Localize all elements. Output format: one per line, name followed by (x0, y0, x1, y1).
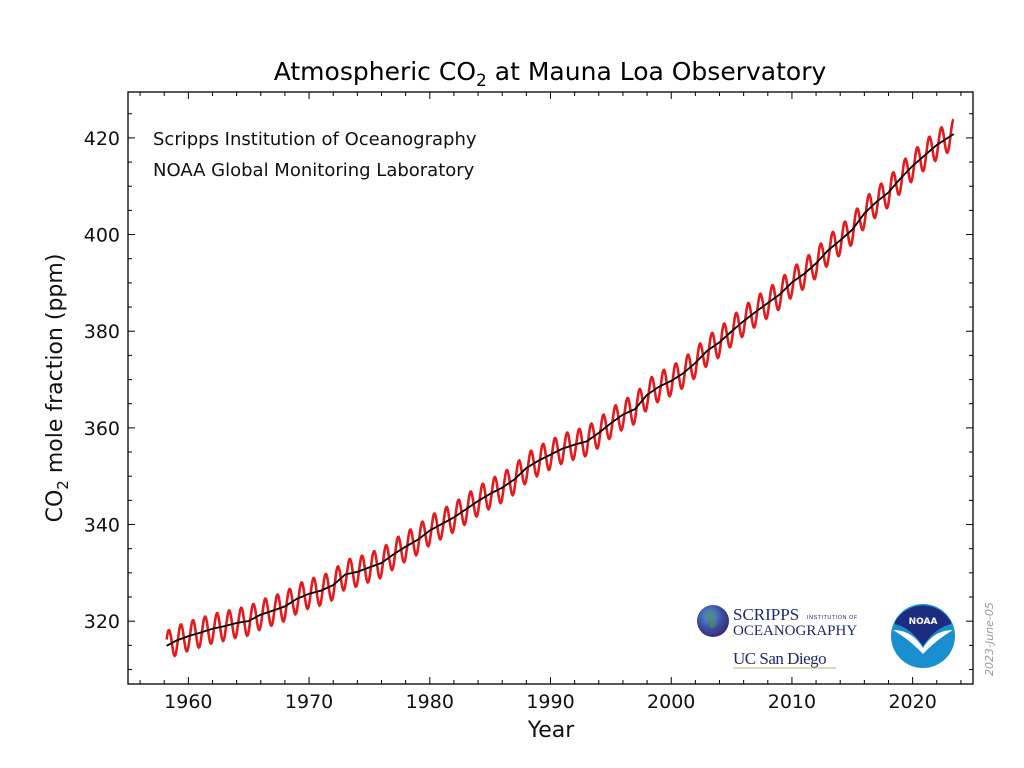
svg-text:NOAA: NOAA (909, 617, 938, 627)
annotation-scripps: Scripps Institution of Oceanography (153, 129, 477, 150)
scripps-logo: SCRIPPS INSTITUTION OF OCEANOGRAPHY UC S… (697, 605, 858, 669)
chart-title: Atmospheric CO2 at Mauna Loa Observatory (274, 57, 827, 91)
y-tick-label: 380 (84, 321, 120, 343)
y-tick-label: 360 (84, 418, 120, 440)
trend-co2-line (166, 133, 955, 647)
x-tick-labels: 1960 1970 1980 1990 2000 2010 2020 (164, 691, 937, 713)
svg-text:OCEANOGRAPHY: OCEANOGRAPHY (733, 623, 857, 639)
y-tick-label: 400 (84, 225, 120, 247)
x-tick-label: 2000 (647, 691, 695, 713)
x-tick-label: 2010 (768, 691, 816, 713)
y-axis-label: CO2 mole fraction (ppm) (43, 254, 72, 523)
annotation-noaa: NOAA Global Monitoring Laboratory (153, 160, 475, 181)
svg-text:INSTITUTION OF: INSTITUTION OF (807, 615, 858, 621)
y-tick-label: 420 (84, 128, 120, 150)
y-tick-labels: 320 340 360 380 400 420 (84, 128, 120, 633)
x-axis-label: Year (527, 718, 576, 743)
x-tick-label: 1960 (164, 691, 212, 713)
svg-text:SCRIPPS: SCRIPPS (733, 605, 799, 624)
date-stamp: 2023-June-05 (983, 602, 996, 676)
plot-frame (127, 91, 974, 685)
y-tick-label: 340 (84, 515, 120, 537)
x-tick-label: 1980 (406, 691, 454, 713)
monthly-co2-line (165, 118, 955, 658)
x-tick-label: 1970 (285, 691, 333, 713)
svg-text:UC San Diego: UC San Diego (733, 649, 826, 668)
noaa-logo: NOAA (891, 604, 955, 668)
axis-ticks (128, 92, 973, 684)
x-tick-label: 2020 (888, 691, 936, 713)
x-tick-label: 1990 (526, 691, 574, 713)
y-tick-label: 320 (84, 611, 120, 633)
